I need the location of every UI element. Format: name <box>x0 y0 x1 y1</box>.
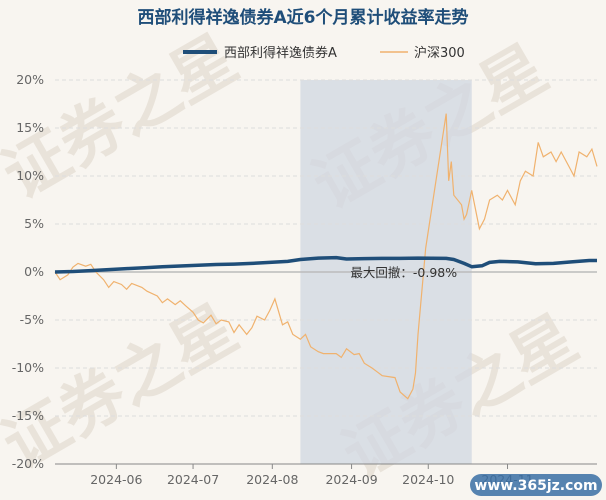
x-axis: 2024-062024-072024-082024-092024-102024-… <box>90 464 534 487</box>
y-axis: 20% 15% 10% 5% 0% -5% -10% -15% -20% <box>12 72 44 471</box>
y-tick-label: -20% <box>12 456 44 471</box>
x-tick-label: 2024-09 <box>325 472 377 487</box>
x-tick-label: 2024-07 <box>167 472 219 487</box>
legend: 西部利得祥逸债券A 沪深300 <box>183 45 465 61</box>
watermark: 证券之星 证券之星 证券之星 证券之星 <box>0 22 590 494</box>
series-line-index <box>54 113 598 400</box>
y-tick-label: 0% <box>24 264 44 279</box>
y-tick-label: -15% <box>12 408 44 423</box>
x-tick-label: 2024-06 <box>90 472 142 487</box>
x-tick-label: 2024-08 <box>246 472 298 487</box>
y-tick-label: 20% <box>16 72 44 87</box>
x-tick-label: 2024-10 <box>402 472 454 487</box>
site-badge-bg <box>470 474 602 496</box>
chart-title: 西部利得祥逸债券A近6个月累计收益率走势 <box>138 7 469 28</box>
y-tick-label: 15% <box>16 120 44 135</box>
site-badge-text: www.365jz.com <box>474 478 597 494</box>
legend-label-index: 沪深300 <box>414 45 465 61</box>
y-tick-label: -5% <box>20 312 44 327</box>
y-tick-label: 5% <box>24 216 44 231</box>
series-line-fund <box>54 255 597 274</box>
legend-label-fund: 西部利得祥逸债券A <box>224 45 337 61</box>
max-drawdown-label: 最大回撤：-0.98% <box>350 265 457 280</box>
y-tick-label: 10% <box>16 168 44 183</box>
y-tick-label: -10% <box>12 360 44 375</box>
site-badge: www.365jz.com <box>470 474 602 496</box>
